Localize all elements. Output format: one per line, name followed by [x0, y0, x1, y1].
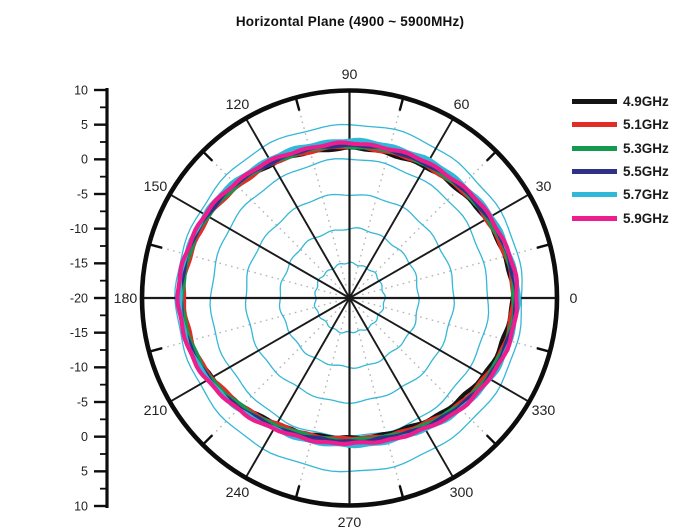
legend-swatch-5-9ghz	[572, 215, 617, 221]
angle-tick-label: 60	[454, 97, 470, 113]
angle-ray-gridline	[170, 297, 350, 403]
outer-circle-tick	[150, 347, 163, 353]
outer-circle-tick	[536, 243, 549, 249]
legend-item: 4.9GHz	[572, 90, 697, 113]
radial-axis-tick-label: 5	[81, 118, 88, 132]
legend-swatch-5-1ghz	[572, 122, 617, 128]
legend-label: 5.3GHz	[623, 140, 669, 156]
outer-circle-tick	[485, 434, 496, 445]
legend: 4.9GHz 5.1GHz 5.3GHz 5.5GHz 5.7GHz 5.9GH…	[572, 90, 697, 230]
radial-axis-tick-label: 10	[74, 83, 88, 97]
legend-item: 5.1GHz	[572, 113, 697, 136]
angle-tick-label: 300	[450, 485, 474, 501]
angle-tick-label: 90	[342, 67, 358, 83]
radial-axis-tick-label: -10	[70, 361, 88, 375]
legend-label: 5.5GHz	[623, 164, 669, 180]
legend-item: 5.3GHz	[572, 137, 697, 160]
legend-item: 5.7GHz	[572, 183, 697, 206]
angle-tick-label: 180	[114, 291, 138, 307]
outer-circle-tick	[150, 243, 163, 249]
legend-item: 5.9GHz	[572, 206, 697, 229]
outer-circle-tick	[398, 485, 404, 497]
series-curve-5-9GHz	[175, 140, 519, 447]
outer-circle-tick	[536, 347, 549, 353]
outer-circle-tick	[295, 485, 301, 497]
radial-axis-tick-label: -5	[77, 395, 88, 409]
outer-boundary-circle	[139, 88, 560, 508]
outer-circle-tick	[203, 434, 214, 445]
legend-label: 5.9GHz	[623, 210, 669, 226]
radial-axis-tick-label: -20	[70, 291, 88, 305]
angle-tick-label: 330	[532, 403, 556, 419]
angle-tick-label: 0	[570, 291, 578, 307]
legend-swatch-5-7ghz	[572, 192, 617, 198]
radial-axis-tick-label: 0	[81, 430, 88, 444]
radial-axis-tick-label: -15	[70, 326, 88, 340]
dotted-ray-gridline	[296, 101, 347, 286]
angle-tick-label: 240	[226, 485, 250, 501]
legend-swatch-4-9ghz	[572, 99, 617, 105]
legend-swatch-5-5ghz	[572, 169, 617, 175]
angle-ray-gridline	[170, 193, 350, 299]
angle-tick-label: 270	[338, 515, 362, 530]
legend-label: 5.1GHz	[623, 117, 669, 133]
outer-circle-tick	[398, 99, 404, 111]
legend-label: 5.7GHz	[623, 187, 669, 203]
angle-ray-gridline	[245, 118, 351, 299]
angle-tick-label: 150	[144, 179, 168, 195]
legend-swatch-5-3ghz	[572, 145, 617, 151]
outer-circle-tick	[295, 99, 301, 111]
outer-circle-tick	[485, 151, 496, 162]
outer-circle-tick	[203, 151, 214, 162]
legend-item: 5.5GHz	[572, 160, 697, 183]
radial-axis-tick-label: -5	[77, 187, 88, 201]
angle-ray-gridline	[348, 118, 454, 299]
angle-tick-label: 30	[536, 179, 552, 195]
angle-ray-gridline	[349, 297, 529, 403]
radial-axis-tick-label: -15	[70, 257, 88, 271]
dotted-ray-gridline	[358, 154, 494, 290]
radial-axis-tick-label: 10	[74, 499, 88, 513]
angle-ray-gridline	[348, 297, 454, 478]
radial-axis-tick-label: 5	[81, 465, 88, 479]
radial-axis-tick-label: 0	[81, 153, 88, 167]
legend-label: 4.9GHz	[623, 94, 669, 110]
angle-ray-gridline	[349, 193, 529, 299]
angle-tick-label: 120	[226, 97, 250, 113]
radial-axis-tick-label: -10	[70, 222, 88, 236]
chart-title: Horizontal Plane (4900 ~ 5900MHz)	[235, 14, 465, 29]
angle-tick-label: 210	[144, 403, 168, 419]
angle-ray-gridline	[245, 297, 351, 478]
